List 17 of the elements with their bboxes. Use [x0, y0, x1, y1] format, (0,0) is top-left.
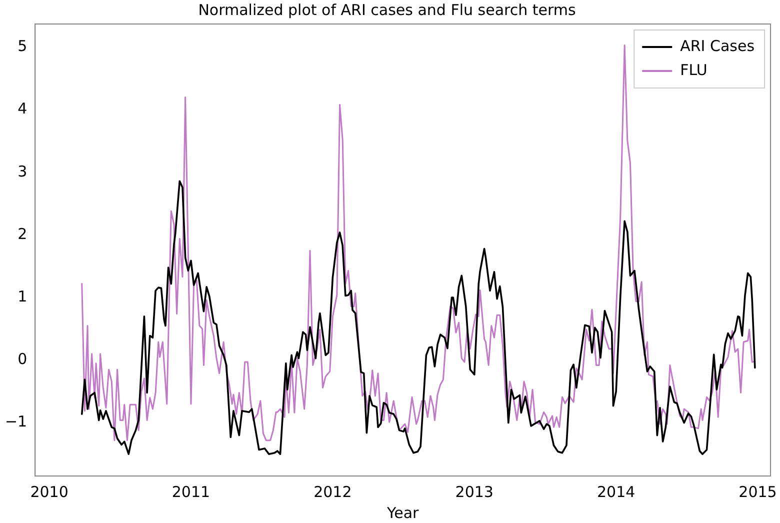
x-tick-label: 2015	[738, 482, 777, 501]
y-tick-label: −1	[4, 412, 28, 431]
x-tick-label: 2013	[455, 482, 494, 501]
y-tick-label: 1	[18, 287, 28, 306]
x-axis-title: Year	[386, 504, 420, 522]
x-tick-label: 2014	[596, 482, 636, 501]
x-tick-label: 2012	[314, 482, 352, 501]
y-tick-label: 0	[18, 350, 28, 368]
y-tick-label: 4	[18, 100, 28, 118]
chart-title: Normalized plot of ARI cases and Flu search terms	[198, 0, 576, 19]
legend-label: FLU	[680, 60, 708, 79]
y-tick-label: 3	[18, 162, 28, 180]
x-tick-label: 2011	[172, 482, 210, 501]
x-tick-label: 2010	[30, 482, 68, 501]
y-tick-label: 2	[18, 224, 28, 243]
legend-label: ARI Cases	[680, 36, 755, 55]
y-tick-label: 5	[18, 37, 28, 56]
